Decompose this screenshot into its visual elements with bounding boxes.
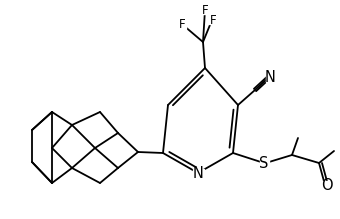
Bar	[259, 159, 269, 167]
Text: O: O	[321, 178, 333, 193]
Bar	[178, 21, 186, 28]
Text: N: N	[192, 166, 203, 180]
Bar	[201, 7, 209, 14]
Bar	[323, 181, 332, 189]
Text: F: F	[179, 18, 185, 32]
Text: N: N	[265, 71, 275, 85]
Bar	[192, 168, 204, 178]
Bar	[266, 74, 274, 82]
Text: F: F	[210, 14, 216, 26]
Bar	[209, 16, 217, 23]
Text: S: S	[259, 155, 269, 171]
Text: F: F	[202, 4, 208, 16]
